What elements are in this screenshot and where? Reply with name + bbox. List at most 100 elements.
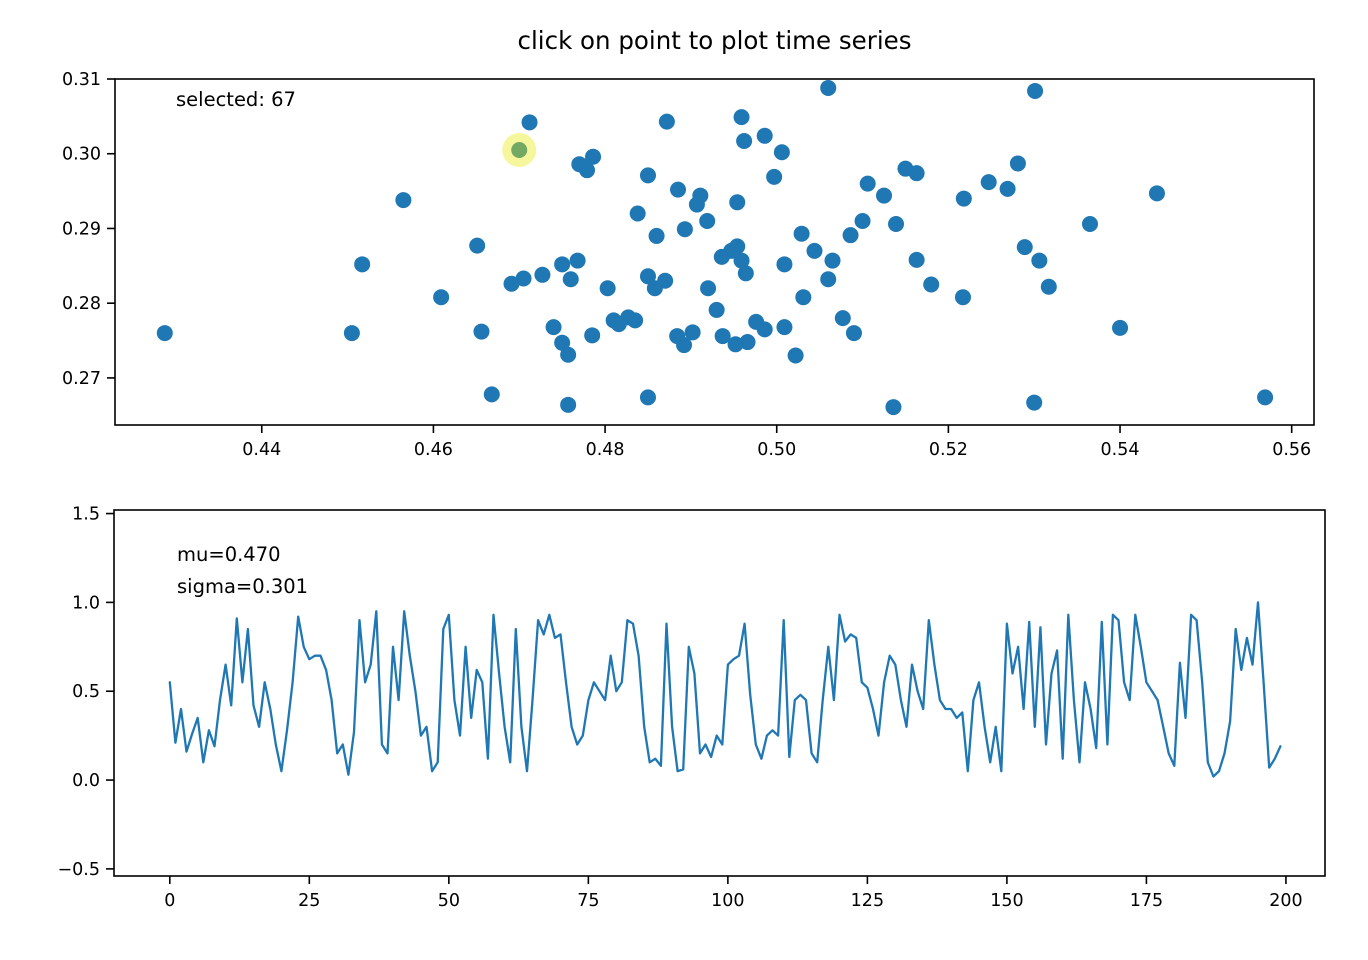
scatter-point[interactable] — [627, 312, 644, 329]
scatter-point[interactable] — [700, 280, 717, 297]
selected-scatter-point[interactable] — [511, 141, 528, 158]
y-tick-label: 0.31 — [62, 70, 101, 90]
scatter-axes[interactable]: 0.44 0.46 0.48 0.50 0.52 0.54 0.56 0.27 0.28 0.29… — [62, 70, 1315, 460]
chart-title: click on point to plot time series — [517, 26, 912, 55]
scatter-point[interactable] — [639, 268, 656, 285]
scatter-point[interactable] — [658, 113, 675, 130]
scatter-point[interactable] — [1112, 319, 1129, 336]
scatter-point[interactable] — [766, 168, 783, 185]
scatter-point[interactable] — [733, 109, 750, 126]
scatter-point[interactable] — [629, 205, 646, 222]
scatter-point[interactable] — [1016, 239, 1033, 256]
y-tick-label: 0.29 — [62, 219, 101, 239]
scatter-point[interactable] — [736, 133, 753, 150]
scatter-point[interactable] — [756, 321, 773, 338]
scatter-point[interactable] — [534, 266, 551, 283]
scatter-point[interactable] — [676, 337, 693, 354]
x-tick-label: 0.52 — [929, 440, 968, 460]
scatter-point[interactable] — [599, 280, 616, 297]
scatter-point[interactable] — [648, 227, 665, 244]
scatter-point[interactable] — [776, 319, 793, 336]
scatter-point[interactable] — [729, 194, 746, 211]
scatter-point[interactable] — [584, 327, 601, 344]
scatter-point[interactable] — [806, 242, 823, 259]
scatter-point[interactable] — [820, 271, 837, 288]
scatter-point[interactable] — [908, 251, 925, 268]
scatter-point[interactable] — [737, 265, 754, 282]
scatter-point[interactable] — [670, 181, 687, 198]
scatter-point[interactable] — [676, 221, 693, 238]
scatter-point[interactable] — [733, 252, 750, 269]
scatter-point[interactable] — [729, 238, 746, 255]
scatter-point[interactable] — [824, 252, 841, 269]
scatter-point[interactable] — [1009, 155, 1026, 172]
scatter-point[interactable] — [888, 215, 905, 232]
scatter-point[interactable] — [639, 389, 656, 406]
x-tick-label: 175 — [1130, 891, 1163, 911]
scatter-point[interactable] — [639, 167, 656, 184]
scatter-point[interactable] — [756, 127, 773, 144]
scatter-point[interactable] — [885, 399, 902, 416]
scatter-point[interactable] — [433, 289, 450, 306]
scatter-point[interactable] — [354, 256, 371, 273]
scatter-point[interactable] — [820, 79, 837, 96]
scatter-point[interactable] — [845, 325, 862, 342]
scatter-point[interactable] — [714, 328, 731, 345]
scatter-point[interactable] — [1148, 185, 1165, 202]
scatter-point[interactable] — [1081, 215, 1098, 232]
y-tick-label: 0.30 — [62, 145, 101, 165]
scatter-point[interactable] — [521, 114, 538, 131]
scatter-point[interactable] — [473, 323, 490, 340]
scatter-point[interactable] — [834, 310, 851, 327]
scatter-point[interactable] — [954, 289, 971, 306]
scatter-point[interactable] — [923, 276, 940, 293]
scatter-point[interactable] — [515, 270, 532, 287]
x-tick-label: 0.56 — [1272, 440, 1311, 460]
scatter-point[interactable] — [684, 324, 701, 341]
scatter-point[interactable] — [1031, 252, 1048, 269]
scatter-point[interactable] — [908, 165, 925, 182]
scatter-point[interactable] — [579, 162, 596, 179]
scatter-point[interactable] — [708, 301, 725, 318]
scatter-point[interactable] — [955, 190, 972, 207]
scatter-point[interactable] — [854, 212, 871, 229]
scatter-point[interactable] — [795, 289, 812, 306]
scatter-point[interactable] — [569, 252, 586, 269]
scatter-point[interactable] — [776, 256, 793, 273]
scatter-point[interactable] — [1026, 394, 1043, 411]
scatter-point[interactable] — [503, 275, 520, 292]
scatter-point[interactable] — [699, 212, 716, 229]
scatter-point[interactable] — [688, 196, 705, 213]
scatter-point[interactable] — [560, 346, 577, 363]
scatter-point[interactable] — [343, 325, 360, 342]
scatter-point[interactable] — [793, 225, 810, 242]
scatter-point[interactable] — [859, 175, 876, 192]
scatter-point[interactable] — [483, 386, 500, 403]
x-tick-label: 75 — [577, 891, 599, 911]
scatter-point[interactable] — [545, 319, 562, 336]
scatter-point[interactable] — [876, 187, 893, 204]
scatter-point[interactable] — [469, 237, 486, 254]
scatter-point[interactable] — [727, 336, 744, 353]
scatter-point[interactable] — [787, 347, 804, 364]
scatter-point[interactable] — [560, 396, 577, 413]
scatter-point[interactable] — [773, 144, 790, 161]
x-tick-label: 100 — [711, 891, 744, 911]
scatter-point[interactable] — [1027, 82, 1044, 99]
scatter-point[interactable] — [842, 227, 859, 244]
selected-annotation: selected: 67 — [176, 88, 296, 111]
scatter-point[interactable] — [739, 334, 756, 351]
scatter-point[interactable] — [657, 272, 674, 289]
scatter-point[interactable] — [554, 334, 571, 351]
scatter-point[interactable] — [156, 325, 173, 342]
scatter-point[interactable] — [562, 271, 579, 288]
scatter-point[interactable] — [554, 256, 571, 273]
scatter-point[interactable] — [1040, 278, 1057, 295]
scatter-point[interactable] — [395, 192, 412, 209]
x-tick-label: 125 — [851, 891, 884, 911]
scatter-point[interactable] — [980, 174, 997, 191]
scatter-point[interactable] — [585, 148, 602, 165]
scatter-point[interactable] — [999, 180, 1016, 197]
scatter-point[interactable] — [1257, 389, 1274, 406]
